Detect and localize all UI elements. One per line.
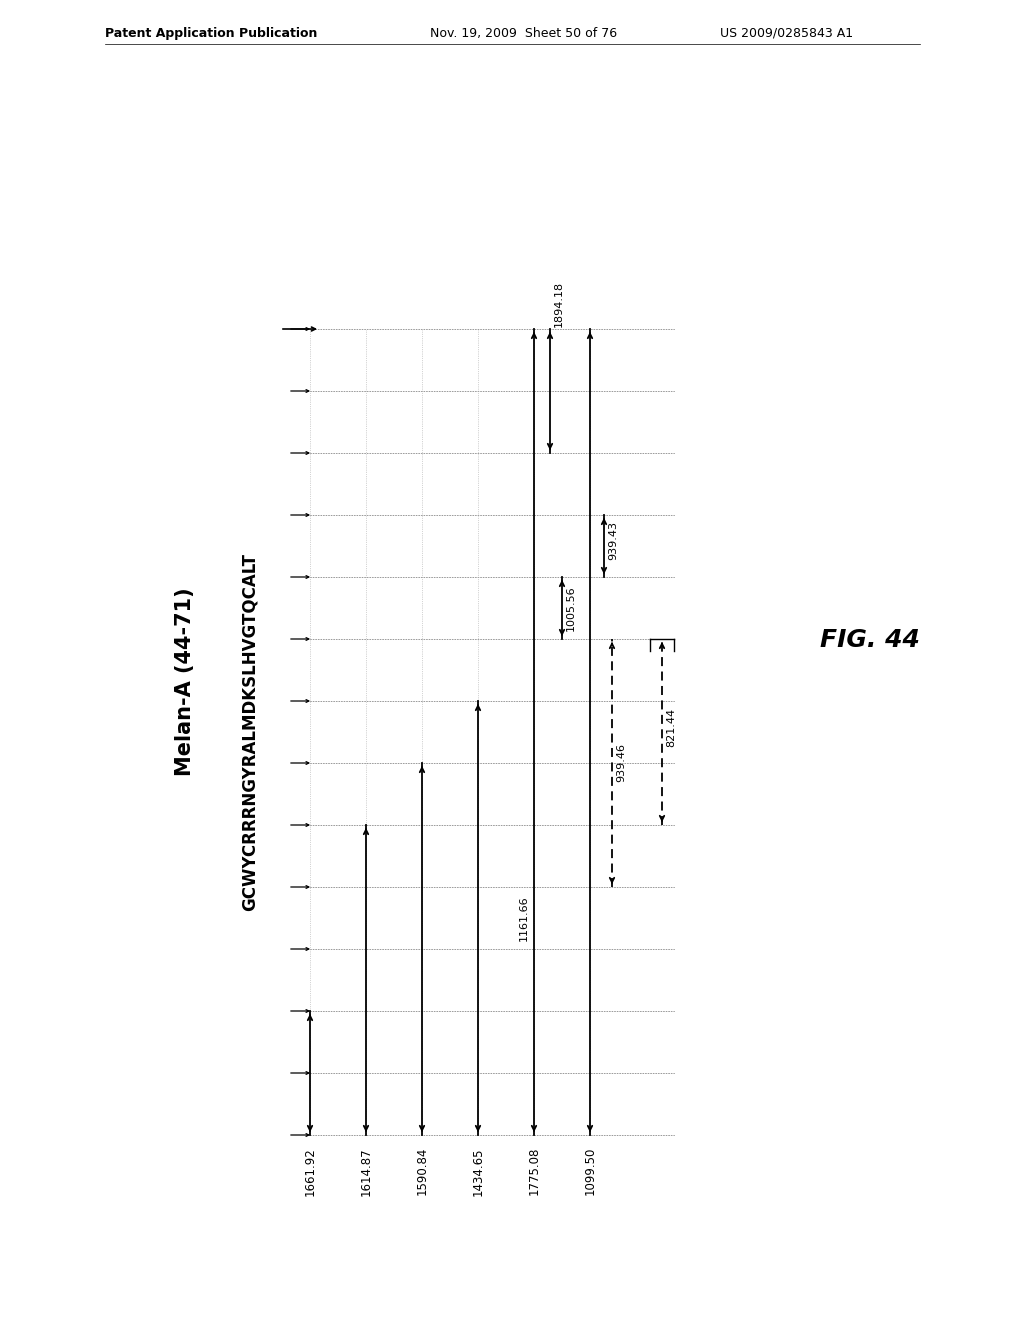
Text: 1005.56: 1005.56	[566, 585, 575, 631]
Text: Patent Application Publication: Patent Application Publication	[105, 26, 317, 40]
Text: Nov. 19, 2009  Sheet 50 of 76: Nov. 19, 2009 Sheet 50 of 76	[430, 26, 617, 40]
Text: 1434.65: 1434.65	[471, 1147, 484, 1196]
Text: 1775.08: 1775.08	[527, 1147, 541, 1196]
Text: 939.46: 939.46	[616, 743, 626, 783]
Text: 939.43: 939.43	[608, 521, 618, 561]
Text: 1661.92: 1661.92	[303, 1147, 316, 1196]
Text: 1894.18: 1894.18	[554, 281, 564, 327]
Text: 1590.84: 1590.84	[416, 1147, 428, 1196]
Text: 1099.50: 1099.50	[584, 1147, 597, 1196]
Text: 1614.87: 1614.87	[359, 1147, 373, 1196]
Text: FIG. 44: FIG. 44	[820, 628, 920, 652]
Text: Melan-A (44-71): Melan-A (44-71)	[175, 587, 195, 776]
Text: GCWYCRRRNGYRALMDKSLHVGTQCALT: GCWYCRRRNGYRALMDKSLHVGTQCALT	[241, 553, 259, 911]
Text: 821.44: 821.44	[666, 708, 676, 747]
Text: US 2009/0285843 A1: US 2009/0285843 A1	[720, 26, 853, 40]
Text: 1161.66: 1161.66	[519, 895, 529, 941]
